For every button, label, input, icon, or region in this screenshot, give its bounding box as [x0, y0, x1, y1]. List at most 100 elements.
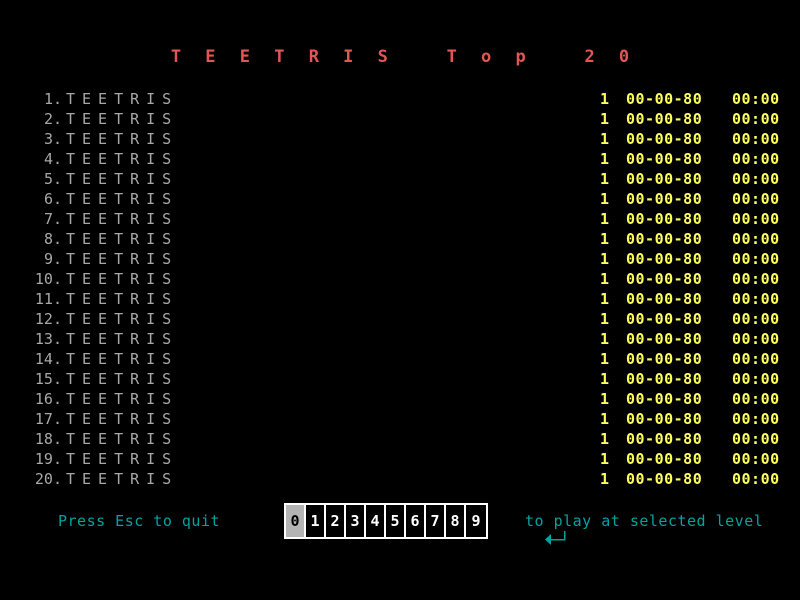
- table-row: 4. TEETRIS 1 00-00-80 00:00: [0, 149, 800, 169]
- score-time: 00:00: [732, 270, 780, 288]
- score-name: TEETRIS: [66, 430, 179, 448]
- table-row: 16. TEETRIS 1 00-00-80 00:00: [0, 389, 800, 409]
- score-time: 00:00: [732, 450, 780, 468]
- score-name: TEETRIS: [66, 310, 179, 328]
- level-option-9[interactable]: 9: [466, 505, 486, 537]
- score-value: 1: [599, 230, 609, 248]
- score-value: 1: [599, 310, 609, 328]
- score-rank: 4.: [43, 150, 62, 168]
- score-value: 1: [599, 150, 609, 168]
- score-date: 00-00-80: [626, 410, 703, 428]
- level-option-4[interactable]: 4: [366, 505, 386, 537]
- score-value: 1: [599, 170, 609, 188]
- score-time: 00:00: [732, 90, 780, 108]
- score-date: 00-00-80: [626, 130, 703, 148]
- level-option-7[interactable]: 7: [426, 505, 446, 537]
- score-rank: 6.: [43, 190, 62, 208]
- score-rank: 18.: [34, 430, 62, 448]
- score-time: 00:00: [732, 390, 780, 408]
- score-date: 00-00-80: [626, 110, 703, 128]
- score-value: 1: [599, 290, 609, 308]
- table-row: 17. TEETRIS 1 00-00-80 00:00: [0, 409, 800, 429]
- score-date: 00-00-80: [626, 450, 703, 468]
- score-value: 1: [599, 450, 609, 468]
- score-rank: 9.: [43, 250, 62, 268]
- score-value: 1: [599, 110, 609, 128]
- table-row: 10. TEETRIS 1 00-00-80 00:00: [0, 269, 800, 289]
- score-time: 00:00: [732, 230, 780, 248]
- score-name: TEETRIS: [66, 190, 179, 208]
- score-rank: 3.: [43, 130, 62, 148]
- score-name: TEETRIS: [66, 390, 179, 408]
- score-value: 1: [599, 430, 609, 448]
- score-value: 1: [599, 330, 609, 348]
- score-time: 00:00: [732, 330, 780, 348]
- score-rank: 14.: [34, 350, 62, 368]
- score-date: 00-00-80: [626, 330, 703, 348]
- score-time: 00:00: [732, 210, 780, 228]
- score-rank: 8.: [43, 230, 62, 248]
- table-row: 13. TEETRIS 1 00-00-80 00:00: [0, 329, 800, 349]
- score-date: 00-00-80: [626, 150, 703, 168]
- score-time: 00:00: [732, 290, 780, 308]
- table-row: 11. TEETRIS 1 00-00-80 00:00: [0, 289, 800, 309]
- level-option-1[interactable]: 1: [306, 505, 326, 537]
- score-name: TEETRIS: [66, 130, 179, 148]
- score-rank: 11.: [34, 290, 62, 308]
- score-rank: 15.: [34, 370, 62, 388]
- level-option-6[interactable]: 6: [406, 505, 426, 537]
- quit-hint-label: Press Esc to quit: [58, 512, 221, 530]
- score-rank: 10.: [34, 270, 62, 288]
- table-row: 18. TEETRIS 1 00-00-80 00:00: [0, 429, 800, 449]
- table-row: 12. TEETRIS 1 00-00-80 00:00: [0, 309, 800, 329]
- highscore-table: 1. TEETRIS 1 00-00-80 00:00 2. TEETRIS 1 00-00-8…: [0, 89, 800, 489]
- score-date: 00-00-80: [626, 310, 703, 328]
- score-rank: 12.: [34, 310, 62, 328]
- table-row: 3. TEETRIS 1 00-00-80 00:00: [0, 129, 800, 149]
- score-date: 00-00-80: [626, 190, 703, 208]
- score-value: 1: [599, 350, 609, 368]
- level-option-5[interactable]: 5: [386, 505, 406, 537]
- score-rank: 19.: [34, 450, 62, 468]
- score-rank: 16.: [34, 390, 62, 408]
- table-row: 5. TEETRIS 1 00-00-80 00:00: [0, 169, 800, 189]
- score-date: 00-00-80: [626, 250, 703, 268]
- score-time: 00:00: [732, 470, 780, 488]
- score-value: 1: [599, 410, 609, 428]
- score-time: 00:00: [732, 130, 780, 148]
- score-time: 00:00: [732, 190, 780, 208]
- score-value: 1: [599, 250, 609, 268]
- score-value: 1: [599, 470, 609, 488]
- table-row: 14. TEETRIS 1 00-00-80 00:00: [0, 349, 800, 369]
- table-row: 20. TEETRIS 1 00-00-80 00:00: [0, 469, 800, 489]
- score-name: TEETRIS: [66, 150, 179, 168]
- level-option-3[interactable]: 3: [346, 505, 366, 537]
- table-row: 8. TEETRIS 1 00-00-80 00:00: [0, 229, 800, 249]
- score-value: 1: [599, 90, 609, 108]
- score-time: 00:00: [732, 170, 780, 188]
- score-time: 00:00: [732, 430, 780, 448]
- score-time: 00:00: [732, 250, 780, 268]
- score-time: 00:00: [732, 110, 780, 128]
- level-option-0[interactable]: 0: [286, 505, 306, 537]
- table-row: 7. TEETRIS 1 00-00-80 00:00: [0, 209, 800, 229]
- score-date: 00-00-80: [626, 230, 703, 248]
- level-option-2[interactable]: 2: [326, 505, 346, 537]
- score-name: TEETRIS: [66, 270, 179, 288]
- score-name: TEETRIS: [66, 230, 179, 248]
- score-value: 1: [599, 210, 609, 228]
- score-name: TEETRIS: [66, 370, 179, 388]
- score-value: 1: [599, 190, 609, 208]
- score-rank: 2.: [43, 110, 62, 128]
- page-title: T E E T R I S T o p 2 0: [170, 47, 637, 67]
- level-option-8[interactable]: 8: [446, 505, 466, 537]
- score-time: 00:00: [732, 370, 780, 388]
- score-name: TEETRIS: [66, 450, 179, 468]
- score-rank: 1.: [43, 90, 62, 108]
- table-row: 6. TEETRIS 1 00-00-80 00:00: [0, 189, 800, 209]
- play-hint-label: to play at selected level: [525, 512, 764, 530]
- score-value: 1: [599, 390, 609, 408]
- score-value: 1: [599, 130, 609, 148]
